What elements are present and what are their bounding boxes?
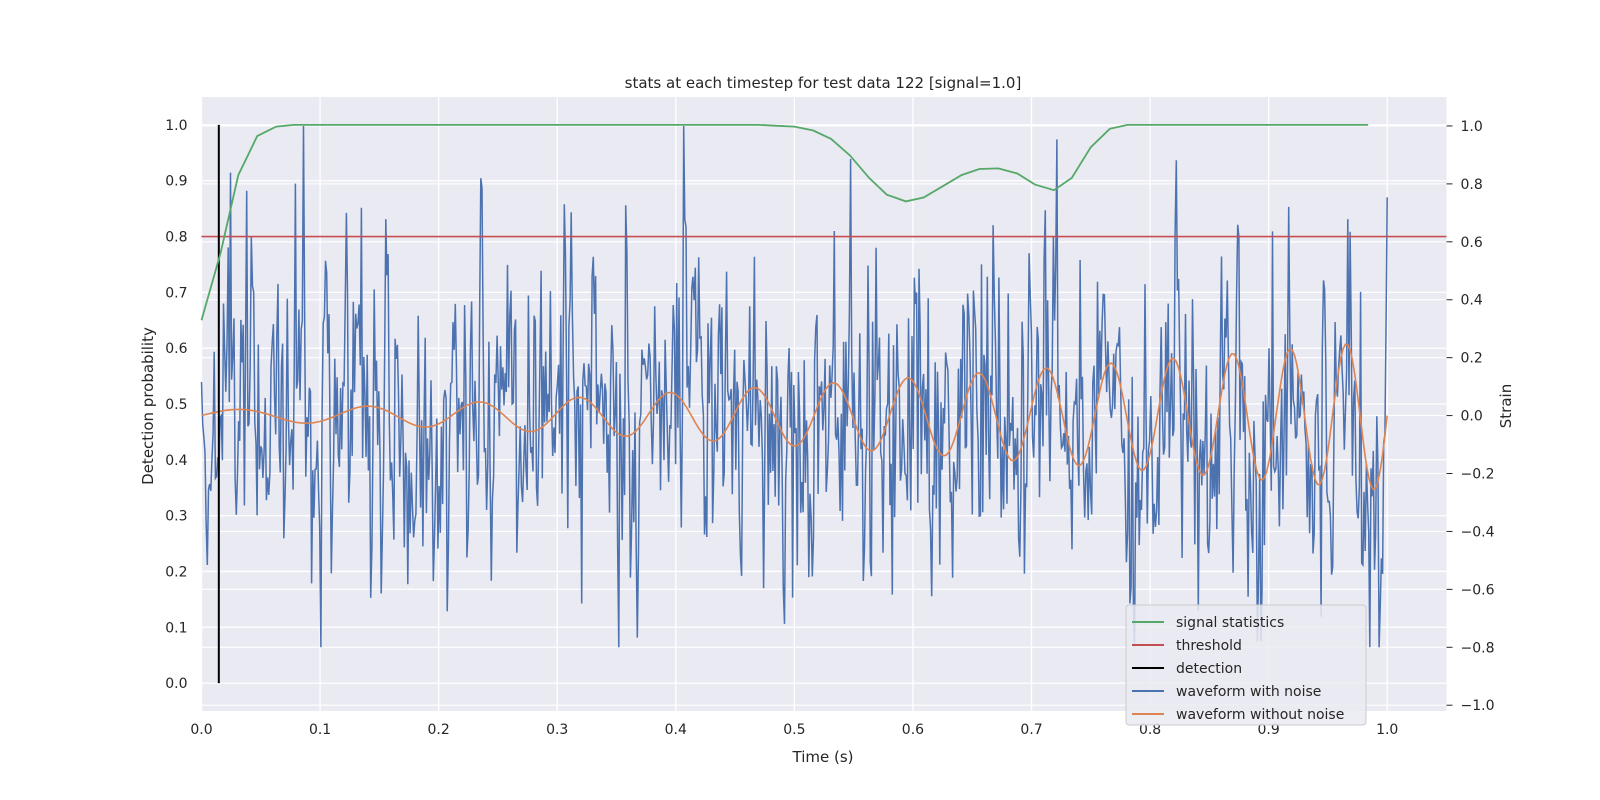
y-left-tick-label: 0.3	[165, 509, 187, 525]
series-waveform-with-noise	[200, 125, 1388, 648]
legend: signal statistics threshold detection wavef…	[1125, 604, 1367, 726]
y-axis-right-label: Strain	[1497, 384, 1515, 428]
x-tick-label: 0.5	[783, 722, 805, 738]
legend-label: signal statistics	[1176, 615, 1284, 631]
y-right-tick-labels: −1.0 −0.8 −0.6 −0.4 −0.2 0.0 0.2 0.4 0.6 0.8 1.0	[1446, 119, 1495, 714]
y-right-tick-label: 0.2	[1461, 351, 1483, 367]
y-left-tick-label: 0.0	[165, 676, 187, 692]
x-tick-label: 1.0	[1376, 722, 1398, 738]
x-tick-label: 0.0	[190, 722, 212, 738]
y-left-tick-label: 1.0	[165, 118, 187, 134]
legend-label: detection	[1176, 661, 1242, 677]
y-left-tick-label: 0.7	[165, 285, 187, 301]
y-right-tick-label: −0.2	[1461, 467, 1495, 483]
x-tick-label: 0.4	[665, 722, 687, 738]
y-right-tick-label: −0.8	[1461, 640, 1495, 656]
y-right-tick-label: 1.0	[1461, 119, 1483, 135]
x-tick-label: 0.8	[1139, 722, 1161, 738]
x-tick-label: 0.3	[546, 722, 568, 738]
y-left-tick-label: 0.9	[165, 174, 187, 190]
legend-box	[1125, 604, 1367, 726]
y-left-tick-label: 0.1	[165, 620, 187, 636]
y-right-tick-label: 0.4	[1461, 293, 1483, 309]
series-signal-statistics	[200, 124, 1369, 321]
y-right-tick-label: −0.4	[1461, 524, 1495, 540]
chart-title: stats at each timestep for test data 122…	[625, 74, 1022, 92]
legend-label: waveform with noise	[1176, 684, 1321, 700]
legend-label: waveform without noise	[1176, 707, 1344, 723]
y-left-tick-label: 0.4	[165, 453, 187, 469]
x-tick-label: 0.6	[902, 722, 924, 738]
y-left-tick-label: 0.2	[165, 564, 187, 580]
legend-label: threshold	[1176, 638, 1242, 654]
x-tick-label: 0.9	[1258, 722, 1280, 738]
x-tick-label: 0.7	[1020, 722, 1042, 738]
x-tick-labels: 0.0 0.1 0.2 0.3 0.4 0.5 0.6 0.7 0.8 0.9 1.0	[190, 722, 1398, 738]
y-right-tick-label: 0.0	[1461, 409, 1483, 425]
x-tick-label: 0.1	[309, 722, 331, 738]
y-left-tick-label: 0.5	[165, 397, 187, 413]
y-right-tick-label: −0.6	[1461, 582, 1495, 598]
x-axis-label: Time (s)	[792, 748, 854, 766]
y-right-tick-label: 0.6	[1461, 235, 1483, 251]
x-tick-label: 0.2	[428, 722, 450, 738]
y-right-tick-label: −1.0	[1461, 698, 1495, 714]
y-left-tick-label: 0.8	[165, 230, 187, 246]
y-axis-left-label: Detection probability	[139, 327, 157, 485]
y-left-tick-label: 0.6	[165, 341, 187, 357]
y-right-tick-label: 0.8	[1461, 177, 1483, 193]
y-left-tick-labels: 0.0 0.1 0.2 0.3 0.4 0.5 0.6 0.7 0.8 0.9 1.0	[165, 118, 187, 692]
series-waveform-without-noise	[201, 343, 1388, 491]
series-layer	[200, 124, 1447, 684]
